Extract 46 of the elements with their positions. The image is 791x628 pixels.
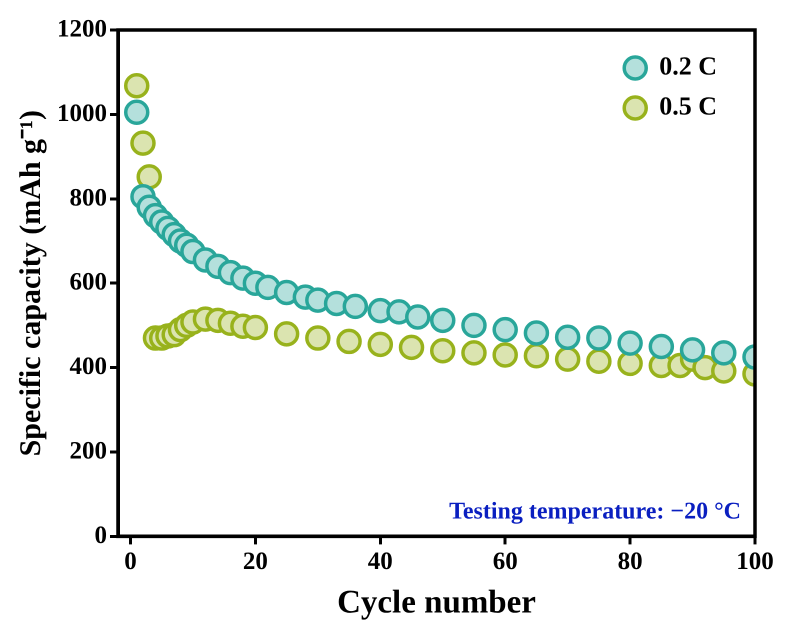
point [242, 314, 268, 340]
legend-label: 0.5 C [659, 92, 718, 121]
x-tick-label: 100 [736, 548, 774, 575]
legend-label: 0.2 C [659, 52, 718, 81]
point [586, 325, 612, 351]
point [274, 321, 300, 347]
point [405, 304, 431, 330]
point [492, 316, 518, 342]
point [398, 334, 424, 360]
point [648, 334, 674, 360]
y-tick-label: 600 [70, 268, 107, 296]
point [368, 332, 394, 358]
y-tick-label: 0 [94, 522, 107, 549]
x-tick-label: 80 [618, 548, 643, 575]
y-tick-label: 1000 [57, 100, 107, 127]
point [680, 337, 706, 363]
point [554, 346, 580, 372]
annotation: Testing temperature: −20 °C [449, 498, 741, 524]
x-tick-label: 20 [242, 548, 268, 575]
x-axis-title: Cycle number [337, 584, 536, 621]
y-tick-label: 400 [70, 353, 107, 380]
point [130, 130, 156, 156]
point [711, 340, 737, 366]
point [124, 72, 150, 98]
point [461, 312, 487, 338]
x-tick-label: 40 [368, 548, 393, 575]
point [136, 164, 162, 190]
point [524, 320, 550, 346]
y-tick-label: 200 [70, 437, 107, 464]
x-tick-label: 60 [492, 548, 518, 575]
point [554, 324, 580, 350]
point [524, 343, 550, 369]
point [342, 294, 368, 320]
point [430, 308, 456, 334]
point [492, 342, 518, 368]
point [461, 340, 487, 366]
y-axis-title: Specific capacity (mAh g⁻¹) [14, 110, 47, 456]
point [430, 338, 456, 364]
point [336, 328, 362, 354]
y-tick-label: 800 [70, 184, 107, 212]
x-tick-label: 0 [124, 548, 137, 575]
y-tick-label: 1200 [57, 15, 107, 42]
point [124, 100, 150, 126]
point [586, 348, 612, 374]
point [617, 330, 643, 356]
point [305, 325, 331, 351]
